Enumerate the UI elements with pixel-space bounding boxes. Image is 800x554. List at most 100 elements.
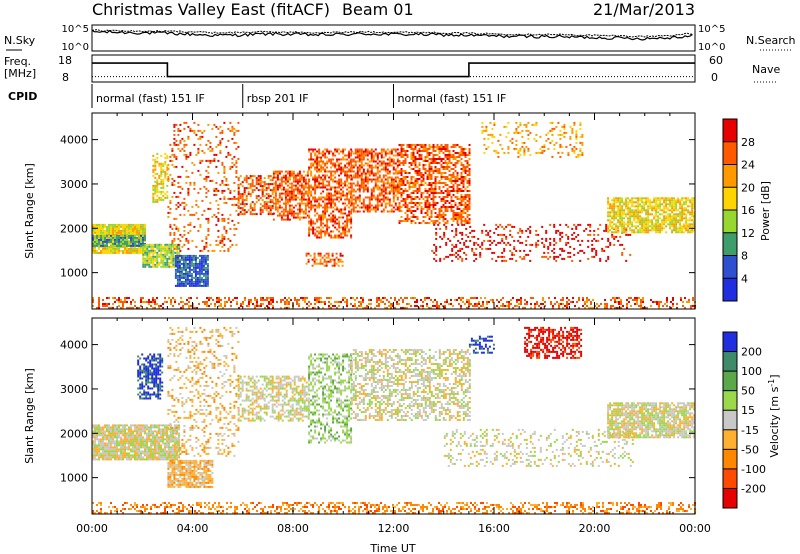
heatmap-cell [444,190,447,192]
heatmap-cell [424,206,427,208]
heatmap-cell [465,253,468,256]
heatmap-cell [462,182,465,184]
heatmap-cell [166,261,169,264]
heatmap-cell [563,257,566,260]
heatmap-cell [370,208,373,211]
heatmap-cell [344,232,347,235]
heatmap-cell [160,253,163,256]
heatmap-cell [128,227,130,230]
heatmap-cell [190,280,193,283]
heatmap-cell [481,231,484,234]
heatmap-cell [466,164,469,166]
heatmap-cell [637,205,640,208]
heatmap-cell [647,229,650,232]
heatmap-cell [300,190,303,193]
heatmap-cell [446,158,449,160]
heatmap-cell [98,240,100,243]
heatmap-cell [162,170,165,173]
heatmap-cell [406,182,409,184]
heatmap-cell [416,192,419,194]
heatmap-cell [346,178,349,181]
heatmap-cell [328,234,331,237]
heatmap-cell [166,172,169,175]
heatmap-cell [340,210,343,213]
heatmap-cell [396,158,399,161]
heatmap-cell [348,152,351,155]
heatmap-cell [207,249,210,252]
heatmap-cell [200,284,203,287]
heatmap-cell [207,165,210,168]
heatmap-cell [94,251,96,254]
heatmap-cell [300,200,303,203]
heatmap-cell [215,215,218,218]
heatmap-cell [410,186,413,188]
heatmap-cell [657,231,660,234]
heatmap-cell [245,203,248,206]
heatmap-cell [493,123,496,126]
heatmap-cell [418,202,421,204]
heatmap-cell [376,188,379,191]
heatmap-cell [249,193,252,196]
heatmap-cell [265,187,268,190]
heatmap-cell [462,190,465,192]
heatmap-cell [338,186,341,189]
heatmap-cell [249,177,252,180]
heatmap-cell [223,171,226,174]
heatmap-cell [623,247,626,250]
heatmap-cell [509,249,512,252]
heatmap-cell [140,229,142,232]
heatmap-cell [199,249,202,252]
heatmap-cell [346,204,349,207]
heatmap-cell [645,227,648,230]
heatmap-cell [456,172,459,174]
heatmap-cell [346,174,349,177]
heatmap-cell [400,192,403,194]
heatmap-cell [326,166,329,169]
heatmap-cell [314,228,317,231]
heatmap-cell [278,178,281,181]
heatmap-cell [269,213,272,216]
heatmap-cell [324,174,327,177]
heatmap-cell [164,172,167,175]
heatmap-cell [567,255,570,258]
heatmap-cell [434,168,437,170]
heatmap-cell [249,211,252,214]
heatmap-cell [414,186,417,188]
heatmap-cell [619,213,622,216]
heatmap-cell [185,203,188,206]
heatmap-cell [245,199,248,202]
heatmap-cell [184,266,187,269]
heatmap-cell [334,236,337,239]
heatmap-cell [338,148,341,151]
heatmap-cell [553,251,556,254]
heatmap-cell [621,229,624,232]
heatmap-cell [354,190,357,193]
heatmap-cell [418,172,421,174]
heatmap-cell [527,121,530,124]
heatmap-cell [215,199,218,202]
heatmap-cell [681,219,684,222]
heatmap-cell [462,178,465,180]
heatmap-cell [406,196,409,198]
heatmap-cell [633,217,636,220]
heatmap-cell [613,227,616,230]
heatmap-cell [162,247,165,250]
heatmap-cell [637,231,640,234]
heatmap-cell [284,192,287,195]
heatmap-cell [265,193,268,196]
heatmap-cell [207,207,210,210]
heatmap-cell [491,241,494,244]
heatmap-cell [308,180,311,183]
heatmap-cell [172,251,175,254]
heatmap-cell [346,184,349,187]
heatmap-cell [493,231,496,234]
heatmap-cell [207,139,210,142]
heatmap-cell [673,223,676,226]
heatmap-cell [116,236,118,239]
heatmap-cell [219,197,222,200]
heatmap-cell [440,216,443,218]
heatmap-cell [673,207,676,210]
heatmap-cell [372,178,375,181]
heatmap-cell [227,187,230,190]
heatmap-cell [434,158,437,160]
